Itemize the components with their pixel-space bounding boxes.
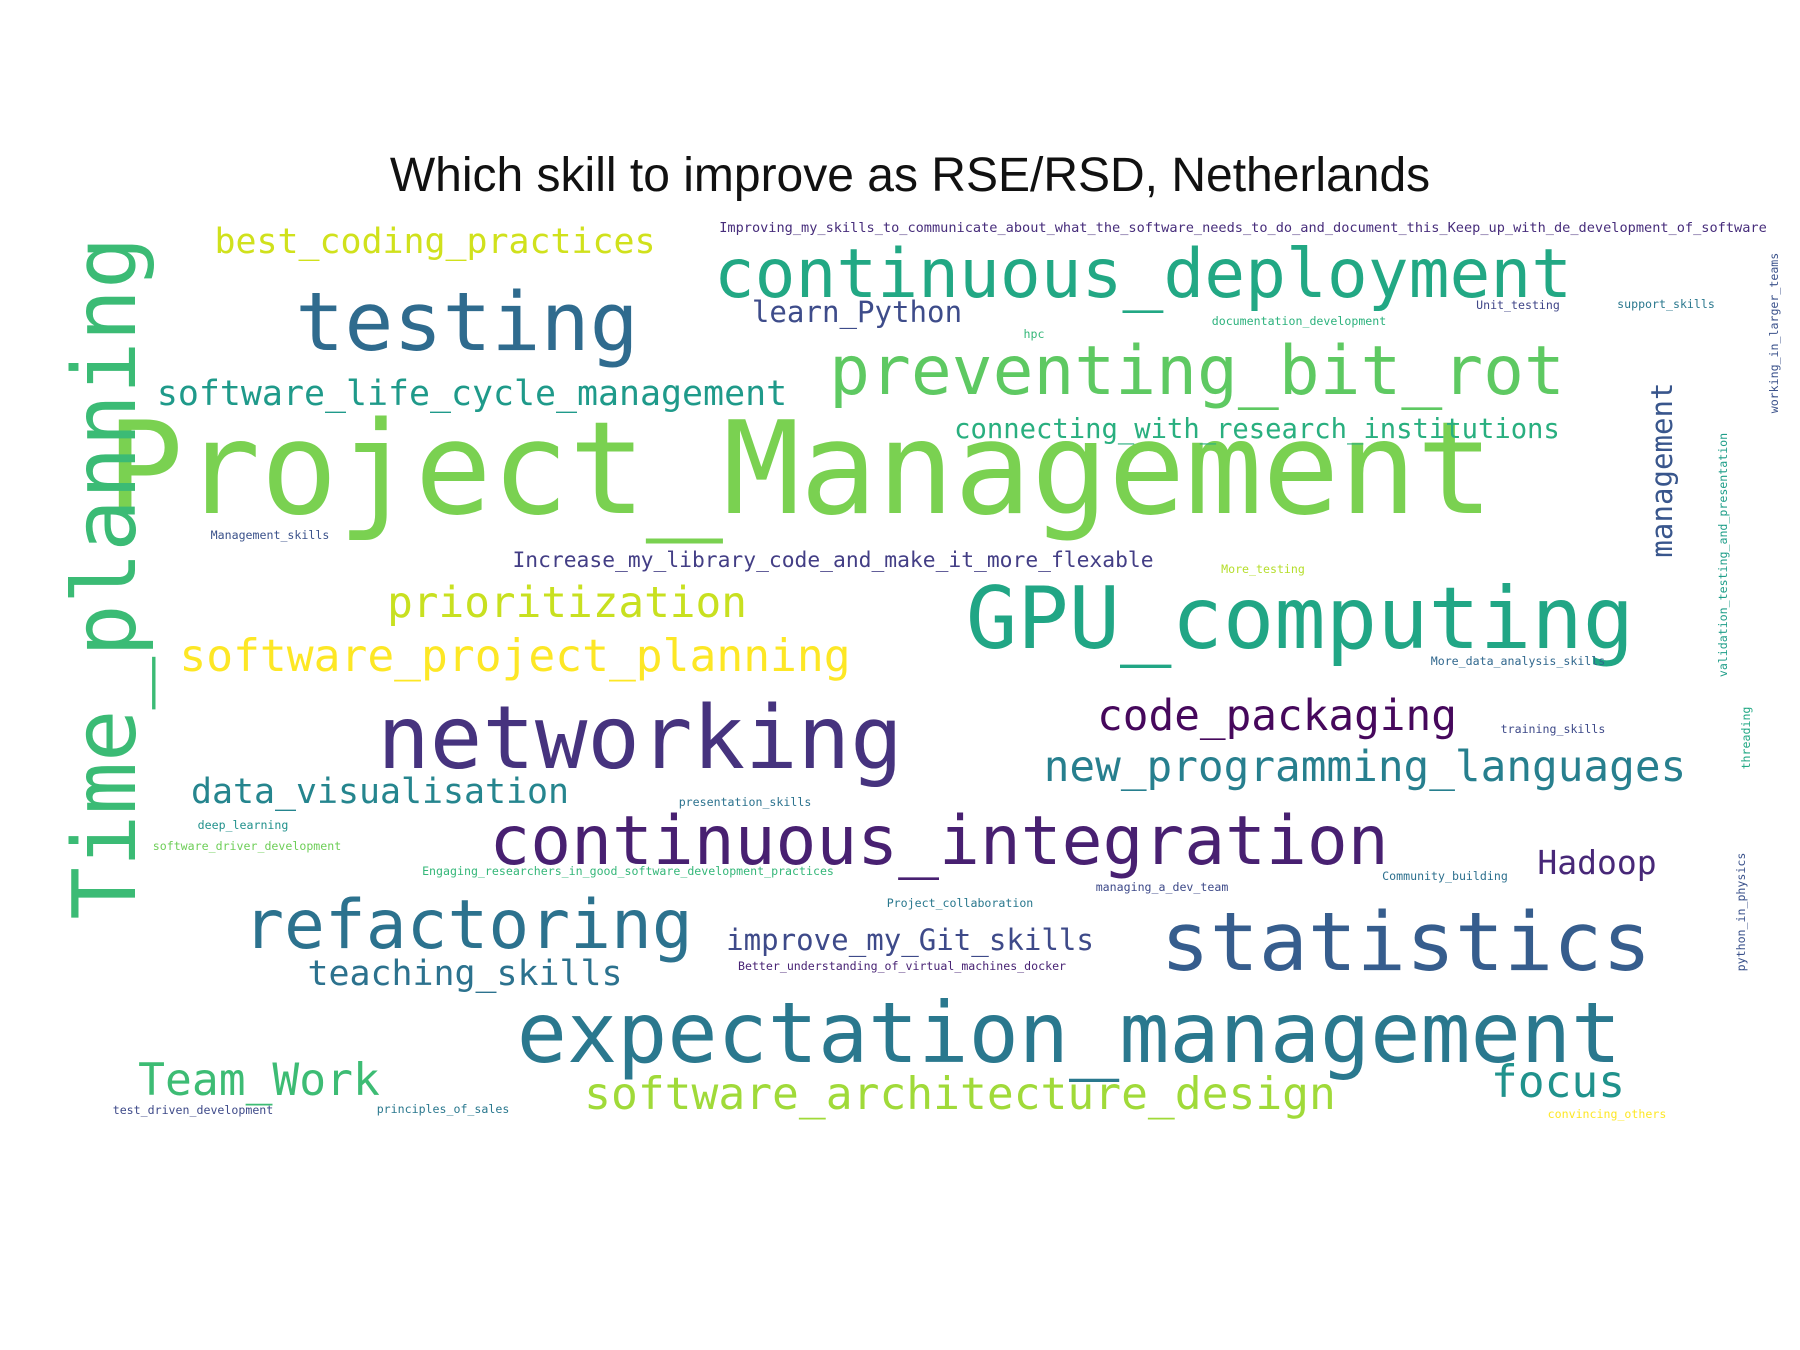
word-48: Better_understanding_of_virtual_machines… (738, 959, 1066, 973)
word-39: training_skills (1501, 722, 1606, 736)
word-38: More_data_analysis_skills (1431, 654, 1606, 668)
word-1: Project_Management (106, 395, 1493, 544)
word-6: statistics (1161, 895, 1652, 990)
word-20: data_visualisation (191, 772, 569, 812)
word-18: code_packaging (1097, 691, 1457, 741)
word-11: refactoring (243, 886, 693, 965)
word-52: convincing_others (1548, 1107, 1667, 1121)
word-33: Unit_testing (1476, 298, 1560, 312)
word-32: documentation_development (1212, 314, 1387, 328)
word-10: preventing_bit_rot (829, 332, 1565, 411)
word-42: deep_learning (198, 818, 289, 832)
word-27: connecting_with_research_institutions (954, 414, 1560, 445)
word-2: Time_planning (54, 236, 156, 919)
word-17: new_programming_languages (1044, 742, 1687, 792)
word-7: testing (295, 275, 638, 370)
word-19: teaching_skills (307, 954, 622, 994)
word-4: GPU_computing (966, 570, 1634, 669)
word-31: working_in_larger_teams (1767, 253, 1781, 414)
word-44: Engaging_researchers_in_good_software_de… (422, 864, 834, 878)
word-21: software_life_cycle_management (157, 374, 787, 414)
word-15: focus (1491, 1056, 1625, 1108)
word-41: presentation_skills (679, 795, 812, 809)
word-26: learn_Python (752, 295, 962, 330)
word-40: threading (1739, 707, 1753, 770)
word-13: software_architecture_design (584, 1068, 1336, 1120)
word-9: continuous_integration (489, 802, 1388, 881)
word-29: Improving_my_skills_to_communicate_about… (719, 220, 1767, 236)
word-22: best_coding_practices (214, 222, 655, 262)
chart-title: Which skill to improve as RSE/RSD, Nethe… (389, 149, 1431, 202)
word-8: continuous_deployment (714, 235, 1572, 314)
word-37: More_testing (1221, 562, 1305, 576)
word-36: Management_skills (211, 528, 330, 542)
word-25: improve_my_Git_skills (726, 923, 1094, 958)
word-14: Team_Work (138, 1054, 380, 1106)
word-12: software_project_planning (179, 630, 850, 682)
word-46: Project_collaboration (887, 896, 1034, 910)
word-24: management (1645, 382, 1679, 557)
word-16: prioritization (387, 578, 747, 628)
word-50: test_driven_development (113, 1103, 274, 1117)
word-35: hpc (1024, 327, 1045, 341)
word-23: Hadoop (1537, 843, 1656, 882)
word-51: principles_of_sales (377, 1102, 510, 1116)
word-5: expectation_management (517, 985, 1622, 1082)
word-49: python_in_physics (1734, 853, 1748, 972)
word-28: Increase_my_library_code_and_make_it_mor… (512, 548, 1153, 573)
word-34: support_skills (1617, 297, 1715, 311)
word-43: software_driver_development (153, 839, 341, 853)
word-3: networking (377, 687, 903, 789)
word-47: managing_a_dev_team (1096, 880, 1229, 894)
word-30: validation_testing_and_presentation (1716, 433, 1730, 677)
word-45: Community_building (1382, 869, 1508, 883)
